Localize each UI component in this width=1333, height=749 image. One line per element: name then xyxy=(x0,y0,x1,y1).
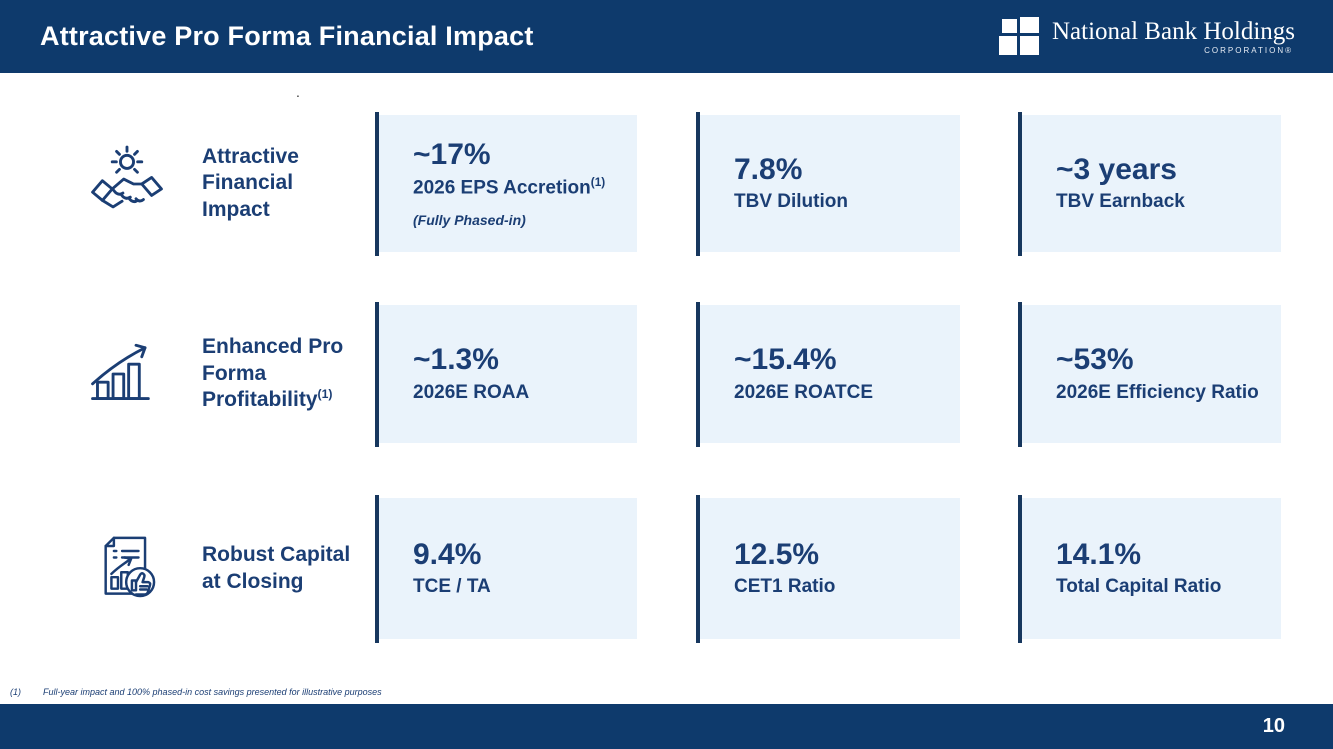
metric-note: (Fully Phased-in) xyxy=(413,212,526,229)
header-bar: Attractive Pro Forma Financial Impact Na… xyxy=(0,0,1333,73)
metric-tbv-dilution: 7.8% TBV Dilution xyxy=(696,112,960,256)
accent-bar xyxy=(375,302,379,447)
stray-dot: . xyxy=(296,84,300,100)
accent-bar xyxy=(1018,302,1022,447)
row-label-superscript: (1) xyxy=(317,387,333,402)
metric-label: 2026E ROATCE xyxy=(734,381,874,403)
accent-bar xyxy=(375,495,379,643)
row-label: Enhanced Pro Forma Profitability(1) xyxy=(202,305,352,443)
metric-label: TBV Dilution xyxy=(734,191,848,213)
metric-value: ~3 years xyxy=(1056,152,1177,186)
accent-bar xyxy=(1018,495,1022,643)
logo-corporation-label: CORPORATION® xyxy=(1204,45,1293,55)
logo-square xyxy=(998,36,1017,55)
four-squares-logo-icon xyxy=(998,17,1040,56)
accent-bar xyxy=(696,302,700,447)
metric-label: CET1 Ratio xyxy=(734,576,836,598)
row-label: Attractive Financial Impact xyxy=(202,115,352,252)
accent-bar xyxy=(696,112,700,256)
metric-eps-accretion: ~17% 2026 EPS Accretion(1) (Fully Phased… xyxy=(375,112,637,256)
row-enhanced-pro-forma-profitability: Enhanced Pro Forma Profitability(1) ~1.3… xyxy=(0,302,1333,447)
page-number: 10 xyxy=(1262,715,1285,737)
metric-roaa: ~1.3% 2026E ROAA xyxy=(375,302,637,447)
metric-label: 2026 EPS Accretion(1) xyxy=(413,176,606,199)
metric-value: ~17% xyxy=(413,137,491,171)
metric-label: Total Capital Ratio xyxy=(1056,576,1222,598)
metric-total-capital-ratio: 14.1% Total Capital Ratio xyxy=(1018,495,1281,643)
metric-value: ~15.4% xyxy=(734,343,837,377)
metric-value: 14.1% xyxy=(1056,537,1142,571)
footnote-text: Full-year impact and 100% phased-in cost… xyxy=(43,687,382,697)
metric-value: 7.8% xyxy=(734,152,803,186)
row-label-text: Robust Capital at Closing xyxy=(202,543,351,593)
growth-chart-icon xyxy=(86,333,168,415)
row-label-text: Attractive Financial Impact xyxy=(202,144,299,221)
row-attractive-financial-impact: Attractive Financial Impact ~17% 2026 EP… xyxy=(0,112,1333,256)
report-thumbs-up-icon xyxy=(86,528,168,610)
accent-bar xyxy=(375,112,379,256)
row-label: Robust Capital at Closing xyxy=(202,498,352,639)
metric-efficiency-ratio: ~53% 2026E Efficiency Ratio xyxy=(1018,302,1281,447)
logo-square xyxy=(1001,19,1017,33)
footnote: (1) Full-year impact and 100% phased-in … xyxy=(10,687,382,697)
handshake-gear-icon xyxy=(86,143,168,225)
metric-roatce: ~15.4% 2026E ROATCE xyxy=(696,302,960,447)
metric-label: 2026E Efficiency Ratio xyxy=(1056,381,1259,403)
logo-text: National Bank Holdings CORPORATION® xyxy=(1052,19,1295,55)
metric-label: 2026E ROAA xyxy=(413,381,530,403)
page-title: Attractive Pro Forma Financial Impact xyxy=(40,21,534,51)
metric-tce-ta: 9.4% TCE / TA xyxy=(375,495,637,643)
metric-value: ~53% xyxy=(1056,343,1134,377)
footnote-marker: (1) xyxy=(10,687,21,697)
metric-label: TBV Earnback xyxy=(1056,191,1185,213)
accent-bar xyxy=(696,495,700,643)
company-logo: National Bank Holdings CORPORATION® xyxy=(998,17,1295,56)
metric-tbv-earnback: ~3 years TBV Earnback xyxy=(1018,112,1281,256)
row-robust-capital-at-closing: Robust Capital at Closing 9.4% TCE / TA … xyxy=(0,495,1333,643)
metric-cet1-ratio: 12.5% CET1 Ratio xyxy=(696,495,960,643)
footnote-superscript: (1) xyxy=(590,176,606,190)
accent-bar xyxy=(1018,112,1022,256)
footer-bar: 10 xyxy=(0,704,1333,749)
metric-label: TCE / TA xyxy=(413,576,491,598)
metric-value: 9.4% xyxy=(413,537,482,571)
metric-value: ~1.3% xyxy=(413,343,499,377)
logo-square xyxy=(1019,17,1039,33)
logo-square xyxy=(1019,36,1039,55)
row-label-text: Enhanced Pro Forma Profitability xyxy=(202,335,344,412)
metric-value: 12.5% xyxy=(734,537,820,571)
logo-company-name: National Bank Holdings xyxy=(1051,17,1295,45)
